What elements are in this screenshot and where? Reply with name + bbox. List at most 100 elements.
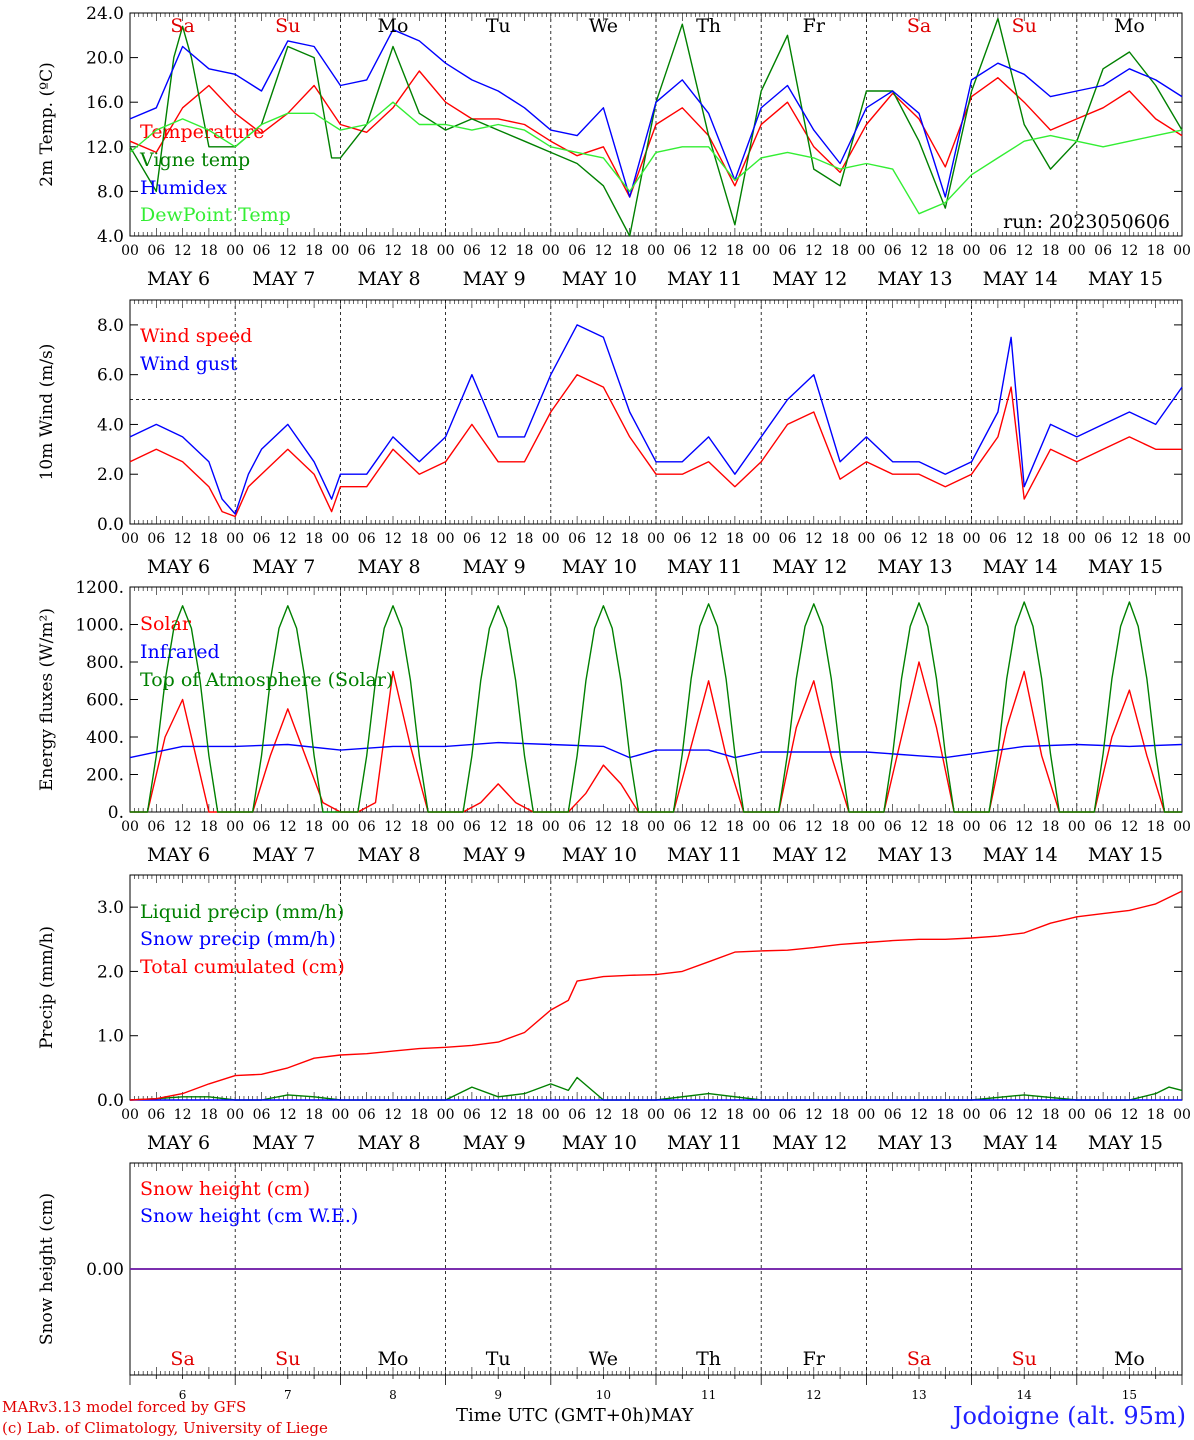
x-hour-label: 18 <box>305 243 323 259</box>
x-hour-label: 18 <box>936 531 954 547</box>
x-hour-label: 06 <box>779 243 797 259</box>
date-label: MAY 8 <box>357 556 420 578</box>
y-tick-label: 400. <box>86 728 124 748</box>
legend-entry: Humidex <box>140 177 227 199</box>
x-hour-label: 00 <box>331 1107 349 1123</box>
x-hour-label: 12 <box>594 819 612 835</box>
weekday-label: Sa <box>907 15 931 37</box>
x-hour-label: 12 <box>1120 531 1138 547</box>
legend-entry: Snow height (cm W.E.) <box>140 1205 358 1227</box>
date-label: MAY 10 <box>562 556 637 578</box>
x-hour-label: 18 <box>1042 819 1060 835</box>
weekday-label: Th <box>696 1348 721 1370</box>
x-hour-label: 06 <box>673 1107 691 1123</box>
legend-entry: Temperature <box>140 121 264 143</box>
x-hour-label: 12 <box>700 531 718 547</box>
y-tick-label: 8.0 <box>97 316 124 336</box>
date-label: MAY 9 <box>463 1132 526 1154</box>
date-label: MAY 14 <box>983 556 1058 578</box>
y-tick-label: 600. <box>86 691 124 711</box>
x-hour-label: 12 <box>174 531 192 547</box>
date-label: MAY 8 <box>357 844 420 866</box>
x-hour-label: 06 <box>253 819 271 835</box>
x-hour-label: 18 <box>621 1107 639 1123</box>
x-hour-label: 18 <box>305 531 323 547</box>
y-axis-label: Precip (mm/h) <box>37 926 57 1049</box>
y-tick-label: 24.0 <box>86 4 124 24</box>
date-label: MAY 6 <box>147 844 210 866</box>
weekday-label: Tu <box>486 15 511 37</box>
x-hour-label: 18 <box>831 531 849 547</box>
x-hour-label: 00 <box>752 1107 770 1123</box>
x-hour-label: 12 <box>174 243 192 259</box>
legend-entry: Top of Atmosphere (Solar) <box>140 669 393 691</box>
date-label: MAY 15 <box>1088 556 1163 578</box>
date-label: MAY 10 <box>562 1132 637 1154</box>
y-tick-label: 20.0 <box>86 49 124 69</box>
x-hour-label: 00 <box>121 531 139 547</box>
x-hour-label: 12 <box>174 1107 192 1123</box>
date-label: MAY 8 <box>357 1132 420 1154</box>
x-hour-label: 12 <box>279 1107 297 1123</box>
x-hour-label: 12 <box>1015 819 1033 835</box>
y-tick-label: 2.0 <box>97 962 124 982</box>
y-tick-label: 0.0 <box>97 1091 124 1111</box>
x-hour-label: 18 <box>1147 531 1165 547</box>
series-line <box>129 70 1183 198</box>
date-label: MAY 12 <box>772 268 847 290</box>
y-axis-label: 2m Temp. (ºC) <box>37 62 57 187</box>
x-hour-label: 12 <box>700 1107 718 1123</box>
x-hour-label: 00 <box>331 531 349 547</box>
day-number: 15 <box>1122 1388 1137 1402</box>
date-label: MAY 12 <box>772 1132 847 1154</box>
x-hour-label: 06 <box>568 1107 586 1123</box>
x-hour-label: 06 <box>463 531 481 547</box>
y-tick-label: 3.0 <box>97 898 124 918</box>
x-hour-label: 06 <box>989 243 1007 259</box>
x-hour-label: 00 <box>331 819 349 835</box>
date-label: MAY 14 <box>983 1132 1058 1154</box>
x-hour-label: 06 <box>884 819 902 835</box>
x-hour-label: 18 <box>410 1107 428 1123</box>
x-hour-label: 06 <box>358 243 376 259</box>
y-tick-label: 1.0 <box>97 1027 124 1047</box>
y-tick-label: 1000. <box>75 616 124 636</box>
date-label: MAY 14 <box>983 268 1058 290</box>
x-hour-label: 18 <box>516 1107 534 1123</box>
y-tick-label: 200. <box>86 766 124 786</box>
legend-entry: Solar <box>140 613 192 635</box>
x-hour-label: 12 <box>489 243 507 259</box>
weekday-label: Mo <box>378 15 409 37</box>
date-label: MAY 8 <box>357 268 420 290</box>
x-hour-label: 18 <box>1147 819 1165 835</box>
x-hour-label: 12 <box>805 819 823 835</box>
x-hour-label: 06 <box>253 1107 271 1123</box>
run-label: run: 2023050606 <box>1003 211 1170 233</box>
x-hour-label: 18 <box>831 243 849 259</box>
x-hour-label: 06 <box>1094 243 1112 259</box>
x-hour-label: 12 <box>594 1107 612 1123</box>
x-hour-label: 12 <box>1120 819 1138 835</box>
date-label: MAY 11 <box>667 268 742 290</box>
x-hour-label: 18 <box>621 819 639 835</box>
x-hour-label: 00 <box>437 819 455 835</box>
x-hour-label: 18 <box>410 531 428 547</box>
lab-credit: (c) Lab. of Climatology, University of L… <box>2 1419 328 1437</box>
time-axis-title: Time UTC (GMT+0h)MAY <box>456 1405 693 1426</box>
x-hour-label: 00 <box>647 819 665 835</box>
x-hour-label: 12 <box>384 243 402 259</box>
legend-entry: Total cumulated (cm) <box>140 956 345 978</box>
x-hour-label: 06 <box>884 1107 902 1123</box>
weekday-label: Th <box>696 15 721 37</box>
day-number: 9 <box>494 1388 502 1402</box>
x-hour-label: 00 <box>857 819 875 835</box>
day-number: 7 <box>284 1388 292 1402</box>
date-label: MAY 7 <box>252 556 315 578</box>
date-label: MAY 9 <box>463 268 526 290</box>
date-label: MAY 15 <box>1088 1132 1163 1154</box>
weekday-label: Sa <box>170 15 194 37</box>
x-hour-label: 18 <box>936 819 954 835</box>
x-hour-label: 12 <box>594 531 612 547</box>
x-hour-label: 00 <box>963 819 981 835</box>
